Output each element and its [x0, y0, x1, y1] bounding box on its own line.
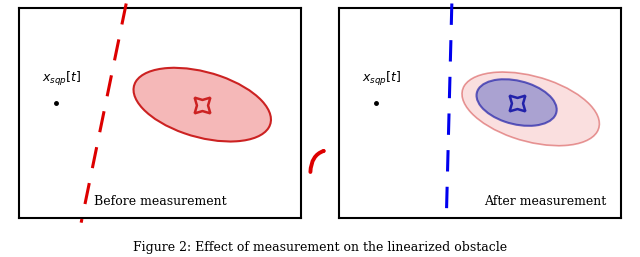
Text: After measurement: After measurement	[484, 195, 607, 208]
Text: $x_{sqp}[t]$: $x_{sqp}[t]$	[42, 70, 81, 88]
Ellipse shape	[134, 68, 271, 142]
Ellipse shape	[477, 79, 557, 126]
Text: Before measurement: Before measurement	[93, 195, 227, 208]
Ellipse shape	[462, 72, 600, 146]
Text: $x_{sqp}[t]$: $x_{sqp}[t]$	[362, 70, 401, 88]
Text: Figure 2: Effect of measurement on the linearized obstacle: Figure 2: Effect of measurement on the l…	[133, 241, 507, 254]
